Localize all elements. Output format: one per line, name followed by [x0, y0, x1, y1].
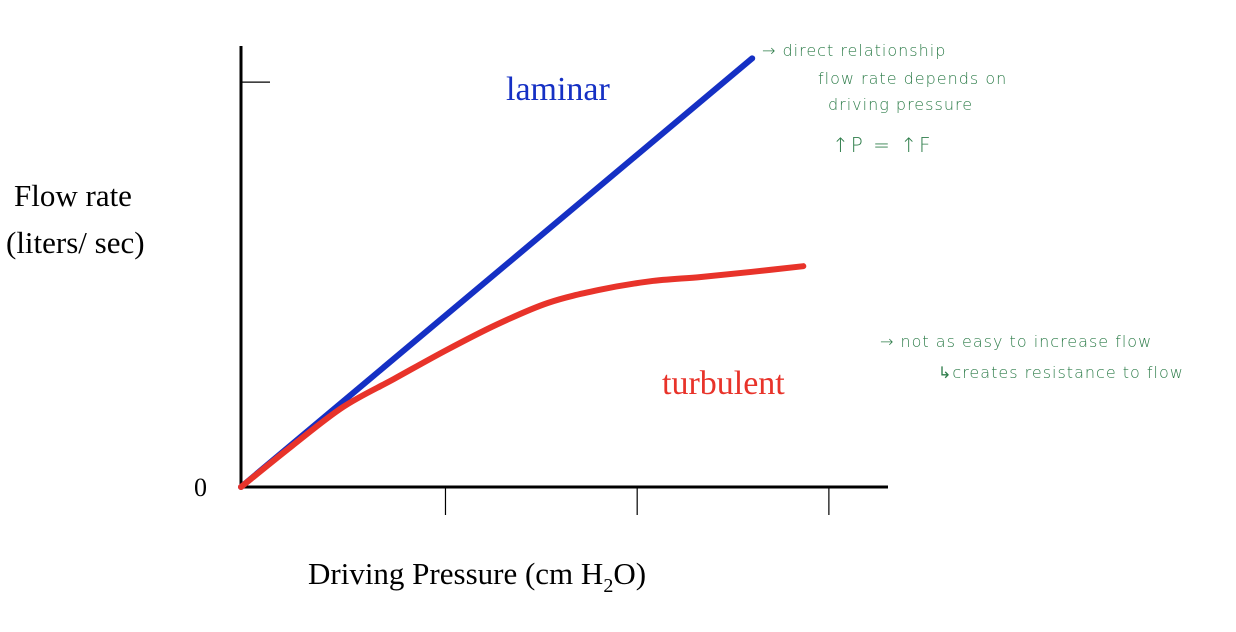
x-axis-label: Driving Pressure (cm H2O) — [308, 556, 646, 597]
x-axis-label-end: O) — [613, 556, 646, 591]
annotation-turbulent-line1: → not as easy to increase flow — [880, 332, 1152, 351]
annotation-laminar-line2: flow rate depends on — [818, 69, 1007, 88]
series-line-turbulent — [238, 263, 807, 490]
series-label-turbulent: turbulent — [662, 365, 785, 402]
annotation-turbulent-line2: ↳creates resistance to flow — [938, 363, 1184, 382]
origin-label: 0 — [194, 473, 207, 502]
annotation-laminar-line1: → direct relationship — [762, 41, 946, 60]
y-axis-label-line2: (liters/ sec) — [6, 225, 145, 260]
x-axis-label-subscript: 2 — [603, 575, 613, 597]
x-axis-label-main: Driving Pressure (cm H — [308, 556, 603, 591]
y-axis-label-line1: Flow rate — [14, 178, 132, 213]
annotation-laminar-line3: driving pressure — [828, 95, 973, 114]
series-label-laminar: laminar — [506, 71, 611, 108]
annotation-laminar-line4: ↑P = ↑F — [832, 133, 933, 157]
